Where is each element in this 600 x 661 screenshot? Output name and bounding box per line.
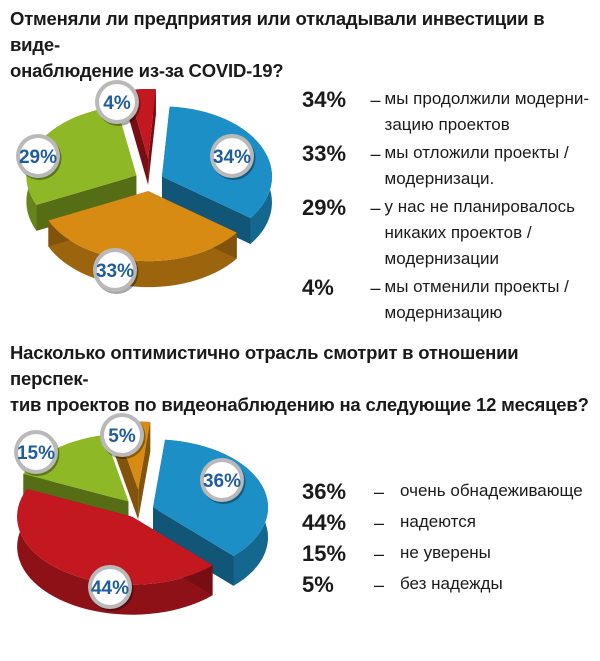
chart2-pie: 5% 15% 36% 44% xyxy=(14,413,269,615)
chart1-title-line2: онаблюдение из-за COVID-19? xyxy=(10,60,284,81)
chart2-slice-side xyxy=(17,489,213,615)
chart2-slice xyxy=(23,435,129,502)
chart1-badge: 4% xyxy=(95,80,141,126)
chart1-slice xyxy=(48,191,237,262)
chart1-legend-pct: 4% xyxy=(302,275,334,300)
chart1-legend-row: 29% – у нас не планировалось никаких прое… xyxy=(302,194,598,272)
chart2-legend-pct: 44% xyxy=(302,510,347,535)
chart2-legend: 36% – очень обнадеживающе 44% – надеются… xyxy=(302,478,598,602)
chart1-slice-label: 29% xyxy=(19,147,57,168)
chart2-legend-dash: – xyxy=(374,544,385,564)
chart1-legend-pct: 34% xyxy=(302,87,347,112)
chart1-legend-text: мы отменили проекты / модернизацию xyxy=(384,277,569,322)
chart1-pie: 4% 29% 34% 33% xyxy=(16,80,272,294)
chart1-legend-text: мы продолжили модерни-зацию проектов xyxy=(384,89,589,134)
chart1-legend-text: мы отложили проекты / модернизаци. xyxy=(384,143,569,188)
chart1-legend: 34% – мы продолжили модерни-зацию проект… xyxy=(302,86,598,328)
chart2-badge: 44% xyxy=(88,565,134,611)
chart1-legend-row: 33% – мы отложили проекты / модернизаци. xyxy=(302,140,598,192)
chart1-legend-row: 4% – мы отменили проекты / модернизацию xyxy=(302,274,598,326)
chart2-legend-row: 44% – надеются xyxy=(302,509,598,537)
chart2-legend-row: 15% – не уверены xyxy=(302,540,598,568)
chart2-legend-dash: – xyxy=(374,482,385,502)
chart1-slice-label: 34% xyxy=(213,147,251,168)
chart2-legend-row: 36% – очень обнадеживающе xyxy=(302,478,598,506)
chart2-title-line2: тив проектов по видеонаблюдению на следу… xyxy=(10,394,589,415)
chart2-title: Насколько оптимистично отрасль смотрит в… xyxy=(10,340,590,418)
chart2-legend-text: очень обнадеживающе xyxy=(400,481,583,500)
chart2-legend-pct: 5% xyxy=(302,572,334,597)
chart2-badge: 36% xyxy=(200,458,246,504)
chart1-slice-label: 33% xyxy=(96,261,134,282)
chart1-badge: 34% xyxy=(210,134,256,180)
chart2-title-line1: Насколько оптимистично отрасль смотрит в… xyxy=(10,342,519,389)
chart2-legend-row: 5% – без надежды xyxy=(302,571,598,599)
chart2-badge: 15% xyxy=(14,430,60,476)
chart1-legend-pct: 33% xyxy=(302,141,347,166)
chart2-slice-face xyxy=(153,507,234,586)
chart2-slice xyxy=(17,489,213,585)
chart2-slice-label: 44% xyxy=(91,578,129,599)
chart1-badge: 29% xyxy=(16,134,62,180)
chart1-legend-text: у нас не планировалось никаких проектов /… xyxy=(384,197,575,268)
chart2-badge: 5% xyxy=(100,413,146,459)
chart2-legend-text: без надежды xyxy=(400,574,503,593)
chart1-slice-face xyxy=(161,176,251,245)
chart1-badge: 33% xyxy=(93,248,139,294)
chart2-slice-label: 15% xyxy=(17,443,55,464)
chart2-legend-text: надеются xyxy=(400,512,476,531)
chart2-slice-label: 36% xyxy=(203,471,241,492)
chart2-legend-dash: – xyxy=(374,513,385,533)
chart2-legend-text: не уверены xyxy=(400,543,491,562)
chart1-legend-row: 34% – мы продолжили модерни-зацию проект… xyxy=(302,86,598,138)
chart2-legend-pct: 15% xyxy=(302,541,347,566)
chart1-title-line1: Отменяли ли предприятия или откладывали … xyxy=(10,8,545,55)
chart1-slice-label: 4% xyxy=(103,93,131,114)
chart1-slice xyxy=(26,106,137,205)
chart2-slice-face xyxy=(138,422,151,520)
chart2-legend-pct: 36% xyxy=(302,479,347,504)
chart1-slice-face xyxy=(148,89,156,186)
chart2-slice-label: 5% xyxy=(108,426,136,447)
chart2-legend-dash: – xyxy=(374,575,385,595)
chart1-legend-pct: 29% xyxy=(302,195,347,220)
chart1-title: Отменяли ли предприятия или откладывали … xyxy=(10,6,590,84)
